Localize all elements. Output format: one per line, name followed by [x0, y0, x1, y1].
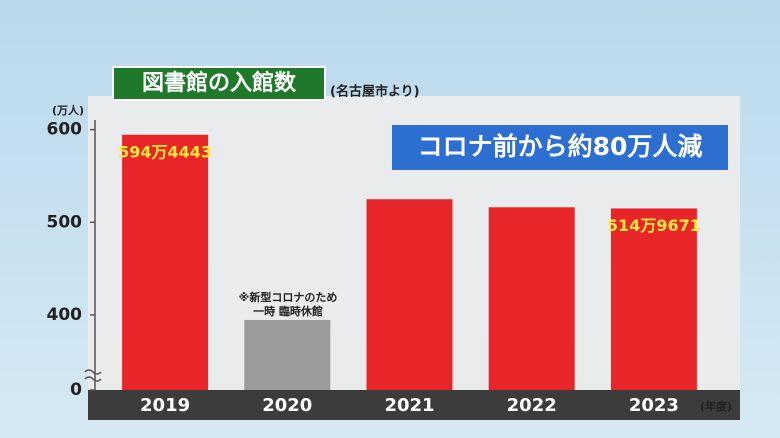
title-box	[112, 66, 326, 101]
x-axis-band	[88, 390, 740, 420]
x-tick-label: 2021	[384, 395, 434, 416]
y-unit: (万人)	[52, 103, 84, 117]
x-unit: (年度)	[700, 399, 732, 413]
bar	[366, 199, 453, 390]
bar	[244, 319, 331, 390]
value-label: 514万9671	[607, 216, 701, 235]
bar	[610, 208, 697, 390]
chart-title: 図書館の入館数	[142, 70, 297, 96]
value-label: 594万4443	[118, 142, 212, 161]
callout-box	[392, 125, 728, 170]
axis-break	[84, 369, 102, 382]
y-tick-label: 500	[47, 212, 83, 232]
note: 一時 臨時休館	[253, 304, 323, 318]
callout: コロナ前から約80万人減	[418, 132, 703, 161]
bar	[488, 207, 575, 390]
bar	[122, 134, 209, 390]
y-tick-label: 600	[47, 120, 83, 140]
note: ※新型コロナのため	[239, 290, 338, 304]
x-tick-label: 2020	[262, 395, 312, 416]
x-tick-label: 2022	[507, 395, 557, 416]
x-tick-label: 2019	[140, 395, 190, 416]
y-tick-label: 0	[70, 380, 82, 400]
source: (名古屋市より)	[330, 84, 420, 100]
y-tick-label: 400	[47, 305, 83, 325]
x-tick-label: 2023	[629, 395, 679, 416]
